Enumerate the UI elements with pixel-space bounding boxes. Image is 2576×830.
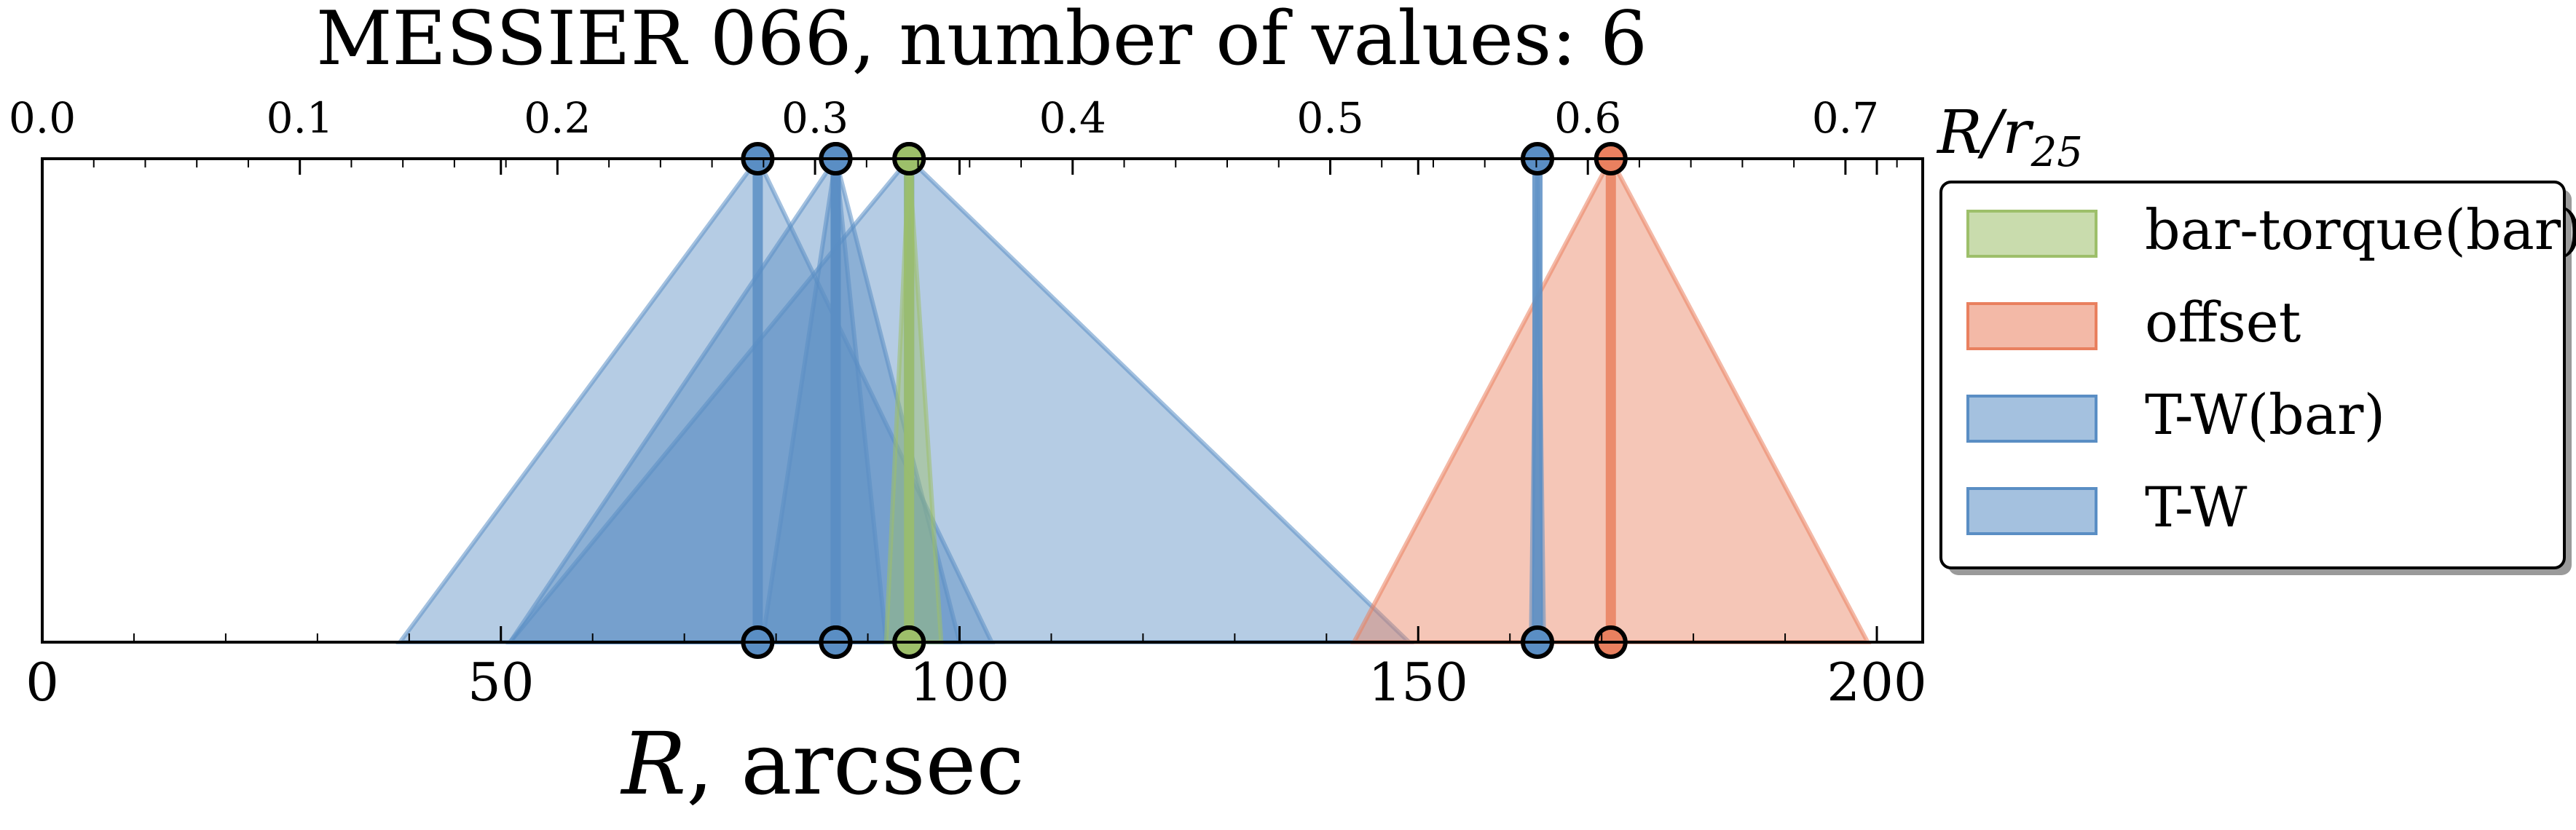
top-tick-label-2: 0.2 xyxy=(524,93,591,143)
plot-frame xyxy=(41,157,1924,644)
bottom-axis: 0 50 100 150 200 xyxy=(25,159,1927,713)
x-axis-label-unit: , arcsec xyxy=(686,714,1024,814)
legend-swatch-0 xyxy=(1966,210,2098,258)
top-axis: 0.0 0.1 0.2 0.3 0.4 0.5 0.6 0.7 xyxy=(9,93,1898,175)
legend-items: bar-torque(bar) offset T-W(bar) T-W xyxy=(1966,197,2576,540)
bottom-tick-label-4: 200 xyxy=(1827,652,1926,713)
top-tick-label-0: 0.0 xyxy=(9,93,76,143)
bottom-tick-label-1: 50 xyxy=(468,652,535,713)
legend-box xyxy=(1939,181,2566,569)
top-tick-label-4: 0.4 xyxy=(1039,93,1106,143)
bottom-tick-label-2: 100 xyxy=(910,652,1009,713)
chart-title: MESSIER 066, number of values: 6 xyxy=(316,0,1647,82)
x-axis-label: R, arcsec xyxy=(620,714,1024,814)
top-axis-label: R/r25 xyxy=(1936,98,2083,176)
legend: bar-torque(bar) offset T-W(bar) T-W xyxy=(1939,181,2576,569)
top-axis-label-variable: R/r xyxy=(1936,98,2034,167)
bottom-tick-label-0: 0 xyxy=(25,652,59,713)
legend-label-0: bar-torque(bar) xyxy=(2145,197,2576,262)
top-tick-label-3: 0.3 xyxy=(781,93,848,143)
series-bands xyxy=(395,153,1872,644)
x-axis-label-variable: R xyxy=(620,714,686,814)
top-tick-label-5: 0.5 xyxy=(1296,93,1363,143)
legend-swatch-1 xyxy=(1966,302,2098,350)
legend-label-2: T-W(bar) xyxy=(2145,382,2385,447)
top-axis-label-subscript: 25 xyxy=(2031,129,2083,176)
top-tick-label-7: 0.7 xyxy=(1812,93,1879,143)
top-tick-label-6: 0.6 xyxy=(1554,93,1621,143)
top-tick-label-1: 0.1 xyxy=(267,93,334,143)
legend-label-3: T-W xyxy=(2145,475,2248,540)
legend-swatch-3 xyxy=(1966,487,2098,535)
legend-label-1: offset xyxy=(2145,290,2301,355)
legend-swatch-2 xyxy=(1966,395,2098,443)
bottom-tick-label-3: 150 xyxy=(1368,652,1468,713)
